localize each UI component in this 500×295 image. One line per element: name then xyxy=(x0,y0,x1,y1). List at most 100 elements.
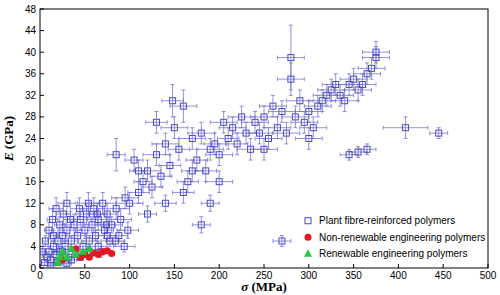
y-error-cap xyxy=(163,133,167,134)
x-error-cap xyxy=(205,137,206,141)
point xyxy=(239,114,245,120)
y-error-bar xyxy=(168,155,172,177)
x-tick-label: 150 xyxy=(166,270,183,281)
x-error-cap xyxy=(180,163,181,167)
y-error-cap xyxy=(235,154,239,155)
point xyxy=(57,222,63,228)
x-error-cap xyxy=(299,131,300,135)
x-tick-label: 300 xyxy=(300,270,317,281)
x-error-cap xyxy=(138,228,139,232)
x-error-cap xyxy=(83,223,84,227)
point xyxy=(112,238,118,244)
point xyxy=(64,200,70,206)
y-error-bar xyxy=(163,133,167,155)
x-error-cap xyxy=(69,234,70,238)
y-error-bar xyxy=(262,106,266,128)
y-error-cap xyxy=(347,160,351,161)
point xyxy=(64,227,70,233)
x-error-cap xyxy=(210,223,211,227)
x-error-cap xyxy=(331,104,332,108)
y-axis-label: E (GPa) xyxy=(1,116,16,162)
x-tick xyxy=(308,264,309,268)
point xyxy=(136,168,142,174)
point xyxy=(301,119,307,125)
point xyxy=(162,200,168,206)
x-error-cap xyxy=(362,50,363,54)
x-tick xyxy=(219,264,220,268)
y-error-cap xyxy=(190,127,194,128)
y-error-bar xyxy=(280,236,284,247)
x-error-bar xyxy=(112,196,139,200)
y-error-cap xyxy=(172,138,176,139)
point xyxy=(85,200,91,206)
point xyxy=(40,249,46,255)
x-error-cap xyxy=(113,228,114,232)
point xyxy=(77,216,83,222)
y-error-cap xyxy=(311,116,315,117)
x-error-bar xyxy=(146,120,168,124)
y-tick xyxy=(40,30,44,31)
y-error-cap xyxy=(114,170,118,171)
x-tick-label: 350 xyxy=(345,270,362,281)
y-error-bar xyxy=(199,122,203,144)
x-tick xyxy=(398,264,399,268)
legend-marker xyxy=(305,218,311,224)
x-error-cap xyxy=(216,169,217,173)
x-error-bar xyxy=(291,120,318,124)
x-error-cap xyxy=(152,142,153,146)
x-error-cap xyxy=(100,239,101,243)
x-error-cap xyxy=(172,190,173,194)
y-error-cap xyxy=(163,211,167,212)
point xyxy=(170,98,176,104)
y-error-cap xyxy=(226,149,230,150)
x-error-cap xyxy=(169,104,170,108)
x-error-cap xyxy=(117,212,118,216)
y-tick-label: 20 xyxy=(25,155,37,166)
point xyxy=(212,141,218,147)
x-error-cap xyxy=(250,115,251,119)
x-tick xyxy=(174,264,175,268)
x-error-cap xyxy=(81,239,82,243)
y-error-cap xyxy=(320,111,324,112)
y-tick xyxy=(40,224,44,225)
point xyxy=(194,157,200,163)
x-error-cap xyxy=(58,244,59,248)
y-tick-label: 4 xyxy=(30,241,36,252)
point xyxy=(364,146,370,152)
x-error-cap xyxy=(383,126,384,130)
y-error-bar xyxy=(49,257,53,262)
y-error-bar xyxy=(249,139,253,161)
x-error-cap xyxy=(290,239,291,243)
y-tick xyxy=(40,203,44,204)
y-tick-label: 40 xyxy=(25,47,37,58)
x-error-bar xyxy=(251,147,278,151)
x-error-bar xyxy=(268,110,295,114)
y-error-cap xyxy=(181,203,185,204)
x-error-bar xyxy=(430,131,448,135)
x-tick xyxy=(353,264,354,268)
series xyxy=(54,245,93,266)
y-error-cap xyxy=(240,106,244,107)
y-error-cap xyxy=(307,149,311,150)
x-error-cap xyxy=(194,190,195,194)
y-tick-label: 36 xyxy=(25,68,37,79)
x-error-bar xyxy=(260,104,287,108)
x-error-cap xyxy=(102,207,103,211)
y-error-bar xyxy=(280,101,284,123)
x-error-cap xyxy=(116,201,117,205)
x-error-bar xyxy=(42,261,47,265)
y-error-cap xyxy=(163,195,167,196)
x-error-cap xyxy=(429,131,430,135)
y-error-cap xyxy=(154,165,158,166)
y-error-cap xyxy=(437,127,441,128)
y-error-bar xyxy=(284,122,288,144)
point xyxy=(68,238,74,244)
y-error-cap xyxy=(343,111,347,112)
legend-label: Plant fibre-reinforced polymers xyxy=(319,215,455,226)
y-error-bar xyxy=(199,217,203,233)
y-error-bar xyxy=(365,144,369,155)
point xyxy=(288,76,294,82)
point xyxy=(60,211,66,217)
x-error-cap xyxy=(69,234,70,238)
x-error-cap xyxy=(371,88,372,92)
